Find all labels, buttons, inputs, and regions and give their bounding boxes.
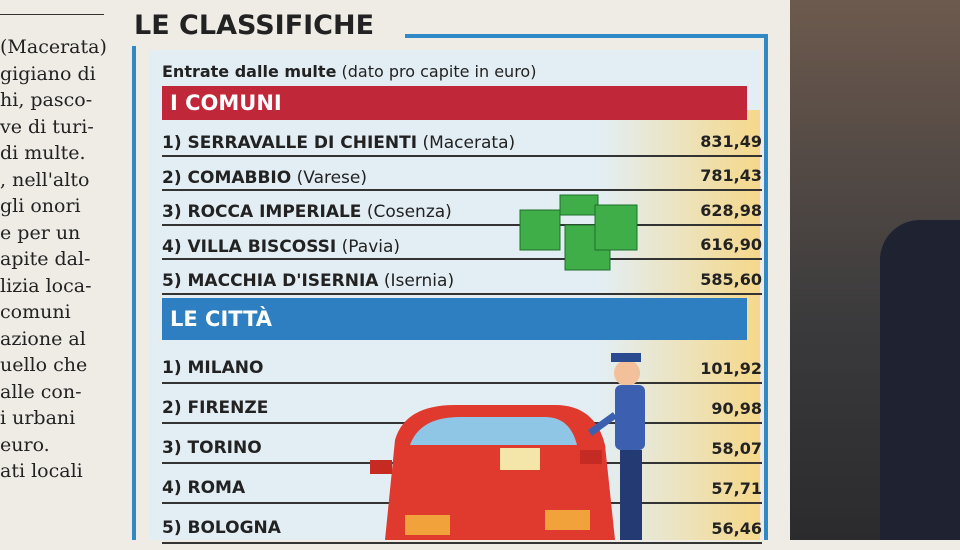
column-line: hi, pasco- — [0, 89, 118, 116]
title: LE CLASSIFICHE — [134, 10, 374, 41]
column-line: (Macerata) — [0, 36, 118, 63]
column-line: uello che — [0, 354, 118, 381]
row-value: 90,98 — [711, 400, 762, 418]
row-value: 616,90 — [700, 236, 762, 254]
text-column: (Macerata)gigiano dihi, pasco-ve di turi… — [0, 36, 118, 487]
column-line: ve di turi- — [0, 116, 118, 143]
row-value: 56,46 — [711, 520, 762, 538]
column-line: , nell'alto — [0, 169, 118, 196]
row-value: 101,92 — [700, 360, 762, 378]
column-line: lizia loca- — [0, 275, 118, 302]
row: 1) SERRAVALLE DI CHIENTI (Macerata) 831,4… — [162, 124, 762, 157]
row: 2) COMABBIO (Varese) 781,43 — [162, 159, 762, 192]
column-line: i urbani — [0, 407, 118, 434]
row-name: 5) BOLOGNA — [162, 518, 281, 538]
row-name: 5) MACCHIA D'ISERNIA — [162, 271, 378, 291]
row-name: 4) ROMA — [162, 478, 245, 498]
column-line: apite dal- — [0, 248, 118, 275]
illustration — [365, 345, 685, 540]
row-value: 831,49 — [700, 133, 762, 151]
row-province: (Cosenza) — [367, 202, 452, 222]
row: 3) ROCCA IMPERIALE (Cosenza) 628,98 — [162, 193, 762, 226]
row-name: 2) FIRENZE — [162, 398, 268, 418]
column-line: azione al — [0, 328, 118, 355]
row: 5) MACCHIA D'ISERNIA (Isernia) 585,60 — [162, 262, 762, 295]
subtitle: Entrate dalle multe (dato pro capite in … — [162, 62, 536, 81]
row-name: 3) TORINO — [162, 438, 262, 458]
row-value: 781,43 — [700, 167, 762, 185]
row-value: 57,71 — [711, 480, 762, 498]
subtitle-note: (dato pro capite in euro) — [342, 62, 537, 81]
row-name: 1) SERRAVALLE DI CHIENTI — [162, 133, 417, 153]
photo-figure — [880, 220, 960, 540]
row-value: 628,98 — [700, 202, 762, 220]
money-icon — [515, 190, 645, 275]
row-name: 2) COMABBIO — [162, 168, 291, 188]
row-value: 58,07 — [711, 440, 762, 458]
frame-right — [764, 34, 768, 540]
row-province: (Macerata) — [422, 133, 515, 153]
column-line: e per un — [0, 222, 118, 249]
column-line: comuni — [0, 301, 118, 328]
column-line: alle con- — [0, 381, 118, 408]
frame-left — [132, 46, 136, 540]
section-title: I COMUNI — [162, 86, 747, 120]
column-line: gli onori — [0, 195, 118, 222]
column-line: euro. — [0, 434, 118, 461]
row-province: (Isernia) — [384, 271, 454, 291]
row-name: 1) MILANO — [162, 358, 263, 378]
row-name: 4) VILLA BISCOSSI — [162, 237, 336, 257]
subtitle-main: Entrate dalle multe — [162, 62, 336, 81]
row-province: (Varese) — [297, 168, 367, 188]
column-line: di multe. — [0, 142, 118, 169]
rule — [0, 14, 104, 15]
row-province: (Pavia) — [342, 237, 400, 257]
section-title: LE CITTÀ — [162, 298, 747, 340]
title-rule — [405, 34, 765, 38]
row-name: 3) ROCCA IMPERIALE — [162, 202, 361, 222]
column-line: ati locali — [0, 460, 118, 487]
column-line: gigiano di — [0, 63, 118, 90]
row: 4) VILLA BISCOSSI (Pavia) 616,90 — [162, 228, 762, 261]
row-value: 585,60 — [700, 271, 762, 289]
